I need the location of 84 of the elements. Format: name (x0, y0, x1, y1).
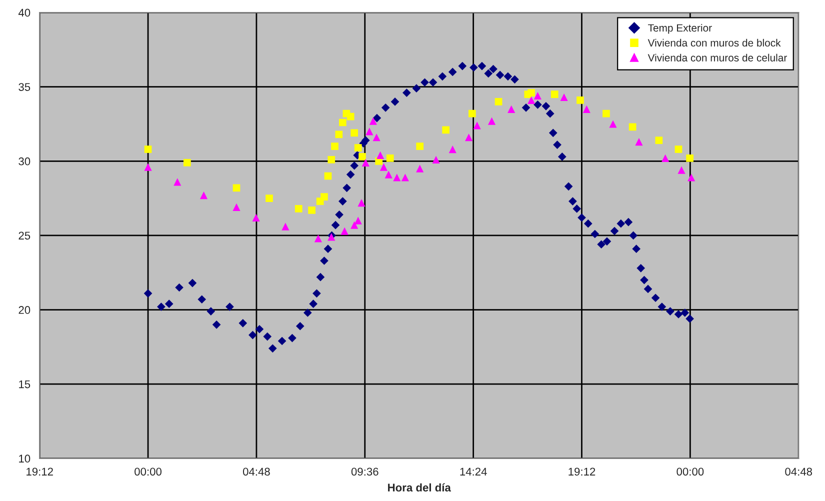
point (550, 90, 558, 98)
point (232, 184, 240, 192)
point (688, 174, 696, 182)
point (508, 105, 516, 113)
y-tick-label: 40 (18, 8, 30, 17)
point (380, 163, 388, 171)
x-tick-label: 09:36 (351, 468, 378, 476)
point (340, 227, 348, 235)
legend-label: Vivienda con muros de block (648, 38, 781, 47)
x-axis-title: Hora del día (388, 483, 451, 492)
point (354, 216, 362, 224)
x-tick-label: 14:24 (460, 468, 487, 476)
point (528, 89, 535, 96)
point (582, 105, 590, 113)
x-tick-label: 04:48 (785, 468, 812, 476)
point (386, 154, 394, 162)
point (331, 142, 338, 150)
point (314, 234, 322, 242)
point (576, 96, 584, 104)
point (560, 93, 568, 102)
point (350, 129, 358, 137)
point (534, 92, 542, 100)
point (678, 166, 686, 174)
point (174, 178, 182, 186)
y-tick-label: 20 (18, 306, 30, 314)
point (635, 138, 643, 146)
point (655, 136, 663, 144)
point (320, 193, 328, 200)
point (328, 156, 336, 164)
point (473, 122, 481, 130)
point (358, 198, 366, 207)
point (432, 156, 440, 164)
point (200, 192, 208, 200)
point (184, 158, 191, 166)
point (609, 120, 617, 128)
point (232, 203, 240, 212)
point (144, 146, 152, 153)
point (628, 123, 636, 131)
point (527, 96, 536, 104)
point (686, 154, 694, 162)
point (252, 214, 260, 222)
point (282, 222, 290, 230)
point (362, 158, 370, 166)
point (384, 170, 392, 178)
x-tick-label: 19:12 (568, 468, 596, 476)
point (393, 174, 401, 182)
point (401, 174, 409, 182)
legend-label: Vivienda con muros de celular (648, 54, 787, 62)
point (494, 98, 502, 106)
x-tick-label: 00:00 (134, 468, 162, 476)
point (354, 144, 362, 152)
point (369, 117, 377, 125)
point (324, 172, 332, 180)
point (464, 134, 473, 142)
point (376, 151, 384, 160)
y-tick-label: 10 (19, 454, 30, 463)
point (372, 134, 380, 142)
point (662, 154, 670, 162)
point (674, 146, 682, 153)
y-tick-label: 15 (19, 380, 30, 388)
legend-label: Temp Exterior (648, 24, 712, 34)
x-tick-label: 04:48 (242, 468, 270, 476)
point (366, 128, 374, 136)
y-tick-label: 25 (18, 232, 30, 240)
point (602, 110, 610, 118)
point (339, 118, 346, 126)
y-tick-label: 35 (18, 83, 30, 91)
point (468, 110, 476, 118)
point (266, 194, 273, 202)
point (358, 153, 366, 160)
x-tick-label: 19:12 (26, 468, 53, 476)
x-tick-label: 00:00 (676, 468, 704, 476)
point (488, 117, 496, 125)
y-tick-label: 30 (18, 157, 30, 166)
point (144, 163, 152, 171)
point (448, 145, 456, 154)
point (416, 164, 424, 172)
point (416, 142, 424, 150)
point (442, 126, 450, 134)
point (350, 221, 358, 229)
point (308, 206, 316, 214)
point (335, 130, 343, 138)
point (346, 112, 354, 120)
point (294, 205, 302, 212)
